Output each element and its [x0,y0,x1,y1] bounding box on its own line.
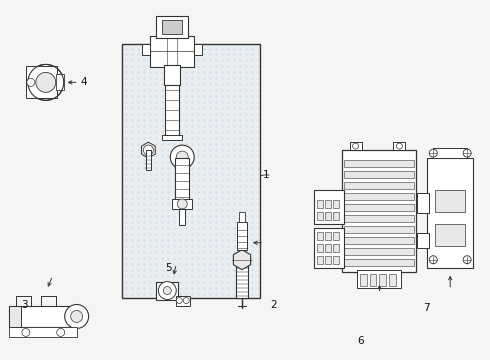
Bar [343,259,415,266]
Bar [179,209,185,225]
Bar [390,274,396,285]
Bar [325,256,331,264]
Bar [122,44,260,298]
Bar [164,66,180,85]
Bar [194,44,202,55]
Bar [9,328,76,337]
Bar [156,282,178,300]
Bar [349,142,362,150]
Circle shape [144,145,153,155]
Circle shape [28,64,64,100]
Text: 1: 1 [263,170,270,180]
Text: 5: 5 [165,263,172,273]
Circle shape [22,328,30,336]
Bar [325,212,331,220]
Bar [435,224,465,246]
Text: 3: 3 [21,300,27,310]
Bar [314,190,343,224]
Bar [357,270,401,288]
Circle shape [396,143,402,149]
Bar [236,263,248,298]
Bar [343,171,415,178]
Bar [343,237,415,244]
Bar [360,274,367,285]
Text: 6: 6 [358,336,364,346]
Bar [162,20,182,33]
Circle shape [163,287,172,294]
Circle shape [463,149,471,157]
Bar [343,160,415,167]
Text: 7: 7 [423,302,430,312]
Bar [317,244,323,252]
Bar [393,142,405,150]
Circle shape [183,298,189,303]
Bar [369,274,376,285]
Bar [333,200,339,208]
Polygon shape [233,250,251,270]
Circle shape [176,298,182,303]
Polygon shape [142,142,155,158]
Bar [9,306,76,328]
Bar [317,200,323,208]
Bar [317,232,323,240]
Bar [343,204,415,211]
Bar [325,244,331,252]
Bar [56,75,64,90]
Circle shape [429,256,437,264]
Circle shape [65,305,89,328]
Bar [146,150,151,170]
Bar [435,190,465,212]
Bar [172,199,192,209]
Bar [333,212,339,220]
Circle shape [177,199,187,209]
Circle shape [429,149,437,157]
Circle shape [353,143,359,149]
Circle shape [27,78,35,86]
Bar [343,248,415,255]
Circle shape [176,151,188,163]
Circle shape [36,72,56,92]
Circle shape [71,310,83,323]
Bar [150,36,194,67]
Bar [143,44,150,55]
Bar [333,256,339,264]
Bar [325,200,331,208]
Text: 2: 2 [270,300,276,310]
Bar [417,193,429,213]
Bar [176,296,190,306]
Bar [343,182,415,189]
Bar [9,306,21,328]
Bar [343,193,415,200]
Bar [325,232,331,240]
Circle shape [158,282,176,300]
Bar [314,228,343,268]
Bar [175,158,189,200]
Bar [342,150,416,272]
Bar [165,85,179,137]
Bar [343,215,415,222]
Bar [343,226,415,233]
Circle shape [57,328,65,336]
Bar [333,244,339,252]
Bar [237,222,247,250]
Text: 4: 4 [81,77,87,87]
Bar [317,256,323,264]
Bar [427,158,473,268]
Bar [162,135,182,140]
Circle shape [36,72,56,92]
Bar [156,15,188,37]
Bar [379,274,387,285]
Bar [239,212,245,222]
Polygon shape [26,67,57,98]
Bar [317,212,323,220]
Circle shape [463,256,471,264]
Circle shape [171,145,194,169]
Bar [333,232,339,240]
Bar [417,233,429,248]
Bar [433,148,467,158]
